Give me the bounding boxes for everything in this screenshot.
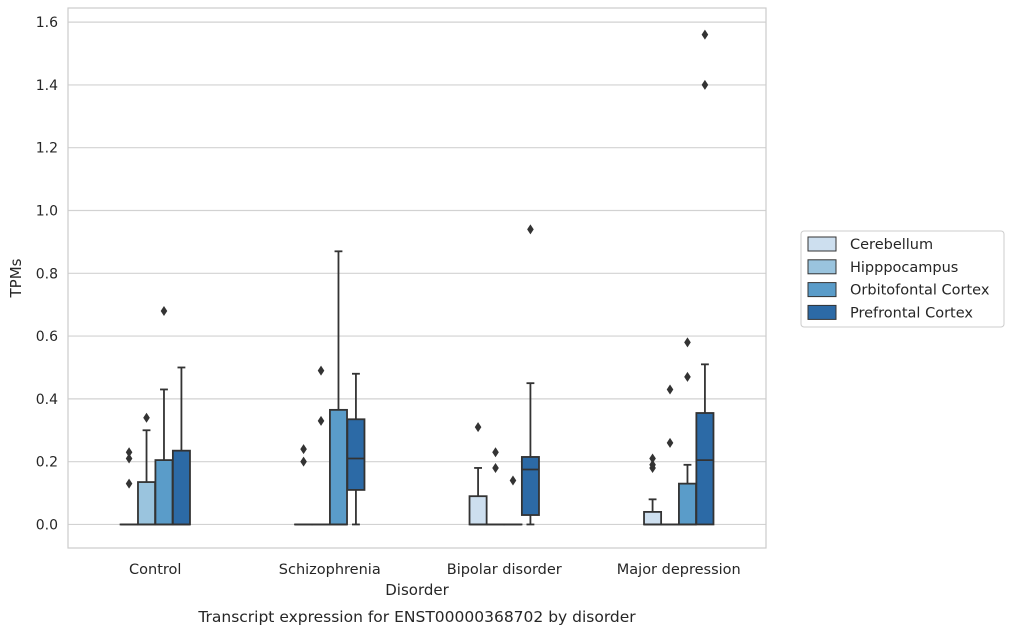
legend-swatch	[807, 259, 837, 275]
outlier-point	[125, 478, 133, 489]
box-0-3	[171, 366, 191, 526]
box-0-2	[154, 305, 174, 526]
y-tick-label: 1.4	[36, 78, 58, 94]
box-body	[329, 408, 348, 526]
x-axis-label: Disorder	[385, 581, 449, 599]
outlier-point	[300, 444, 307, 455]
box-3-2	[678, 337, 697, 526]
legend-frame	[800, 230, 1005, 328]
box-body	[678, 482, 697, 526]
y-axis-label: TPMs	[7, 258, 25, 298]
y-tick-label: 0.2	[36, 455, 58, 471]
x-tick-labels: Control Schizophrenia Bipolar disorder Majo…	[129, 562, 741, 578]
box-0-0	[119, 447, 139, 526]
legend-label: Cerebellum	[850, 237, 933, 253]
gridlines	[68, 21, 766, 526]
box-body	[154, 459, 174, 526]
box-body	[468, 495, 488, 526]
box-body	[520, 456, 540, 516]
outlier-point	[649, 459, 656, 470]
box-1-1	[311, 365, 331, 526]
outlier-point	[649, 453, 656, 464]
y-tick-labels: 0.0 0.2 0.4 0.6 0.8 1.0 1.2 1.4 1.6	[36, 15, 58, 533]
box-2-3	[520, 224, 540, 526]
box-body	[643, 510, 663, 526]
legend-swatch	[807, 236, 837, 252]
box-0-1	[137, 412, 156, 526]
outlier-point	[666, 437, 674, 448]
box-body	[137, 481, 156, 526]
legend-swatch	[807, 304, 837, 320]
outlier-point	[701, 79, 709, 90]
outlier-point	[701, 29, 709, 40]
box-2-1	[486, 447, 505, 526]
legend: Cerebellum Hipppocampus Orbitofontal Corte…	[800, 230, 1005, 328]
y-tick-label: 1.6	[36, 15, 58, 31]
box-1-2	[329, 250, 348, 526]
box-body	[171, 449, 191, 526]
outlier-point	[125, 453, 133, 464]
outlier-point	[492, 462, 499, 473]
y-tick-label: 1.2	[36, 141, 58, 157]
outlier-point	[684, 337, 691, 348]
legend-label: Orbitofontal Cortex	[850, 283, 990, 299]
outlier-point	[527, 224, 534, 235]
outlier-point	[474, 422, 482, 433]
outlier-point	[300, 456, 307, 467]
outlier-point	[160, 305, 168, 316]
outlier-point	[317, 415, 325, 426]
y-tick-label: 0.4	[36, 392, 58, 408]
chart-caption: Transcript expression for ENST0000036870…	[197, 608, 636, 626]
outlier-point	[125, 447, 133, 458]
box-1-0	[294, 444, 314, 526]
legend-swatch	[807, 282, 837, 298]
outlier-point	[317, 365, 325, 376]
x-tick-label: Schizophrenia	[279, 562, 381, 578]
x-tick-label: Major depression	[617, 562, 741, 578]
box-2-2	[503, 475, 523, 526]
x-tick-label: Bipolar disorder	[447, 562, 562, 578]
y-tick-label: 1.0	[36, 204, 58, 220]
legend-label: Prefrontal Cortex	[850, 305, 973, 321]
outlier-point	[143, 412, 150, 423]
boxes	[119, 29, 715, 526]
box-2-0	[468, 422, 488, 526]
outlier-point	[509, 475, 517, 486]
y-tick-label: 0.6	[36, 329, 58, 345]
box-3-3	[695, 29, 715, 526]
y-tick-label: 0.8	[36, 266, 58, 282]
outlier-point	[492, 447, 499, 458]
legend-label: Hipppocampus	[850, 260, 958, 276]
plot-frame	[67, 7, 767, 549]
box-3-0	[643, 453, 663, 526]
outlier-point	[666, 384, 674, 395]
outlier-point	[684, 371, 691, 382]
box-body	[695, 412, 715, 526]
box-3-1	[660, 384, 680, 526]
box-1-3	[346, 372, 366, 526]
x-tick-label: Control	[129, 562, 181, 578]
y-tick-label: 0.0	[36, 517, 58, 533]
box-body	[346, 418, 366, 491]
